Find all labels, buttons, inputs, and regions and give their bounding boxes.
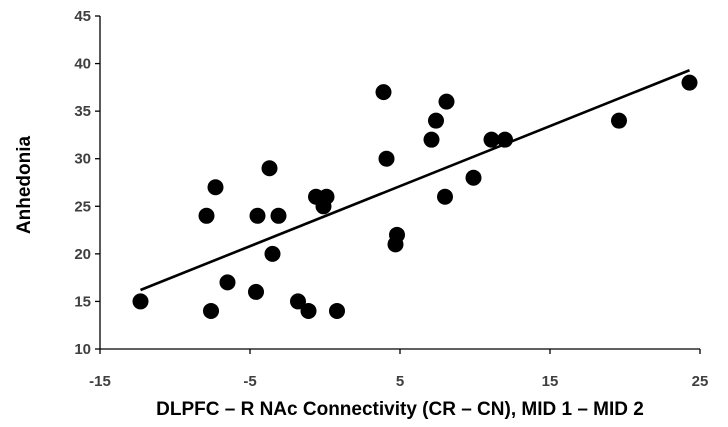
data-point	[375, 84, 392, 101]
data-point	[465, 169, 482, 186]
x-tick-label: -15	[89, 373, 111, 390]
x-tick-label: 15	[542, 373, 559, 390]
data-point	[290, 293, 306, 310]
x-axis-label: DLPFC – R NAc Connectivity (CR – CN), MI…	[156, 399, 644, 420]
data-point	[378, 150, 395, 167]
x-tick-label: -5	[243, 373, 256, 390]
y-tick-label: 25	[74, 198, 91, 215]
trendline-group	[140, 69, 690, 292]
data-point	[438, 93, 455, 110]
data-point	[264, 245, 281, 262]
data-point	[483, 131, 500, 148]
data-point	[329, 302, 345, 319]
data-point	[249, 207, 266, 224]
data-point	[423, 131, 440, 148]
y-tick-label: 10	[74, 341, 91, 358]
data-point	[389, 226, 405, 243]
data-point	[681, 74, 698, 91]
data-point	[261, 160, 278, 177]
data-point	[611, 112, 627, 129]
data-point	[497, 131, 513, 148]
y-tick-label: 35	[74, 103, 91, 120]
data-point	[219, 274, 236, 291]
data-point	[198, 207, 215, 224]
y-tick-label: 30	[74, 151, 91, 168]
data-point	[248, 283, 264, 300]
data-point	[270, 207, 287, 224]
y-tick-label: 45	[74, 8, 91, 25]
data-point	[207, 179, 224, 196]
data-points	[132, 74, 698, 319]
x-tick-label: 5	[396, 373, 404, 390]
trendline	[140, 69, 690, 292]
data-point	[318, 188, 335, 205]
tick-labels: 10 15 20 25 30 35 40 45 -15 -5 5 15 25	[74, 8, 708, 390]
y-tick-label: 40	[74, 56, 91, 73]
y-axis-label: Anhedonia	[14, 135, 35, 234]
data-point	[437, 188, 453, 205]
y-tick-label: 20	[74, 246, 91, 263]
data-point	[132, 293, 149, 310]
x-tick-label: 25	[692, 373, 709, 390]
y-tick-label: 15	[74, 293, 91, 310]
data-point	[203, 302, 219, 319]
data-point	[300, 302, 317, 319]
axes	[95, 15, 701, 354]
data-point	[428, 112, 444, 129]
